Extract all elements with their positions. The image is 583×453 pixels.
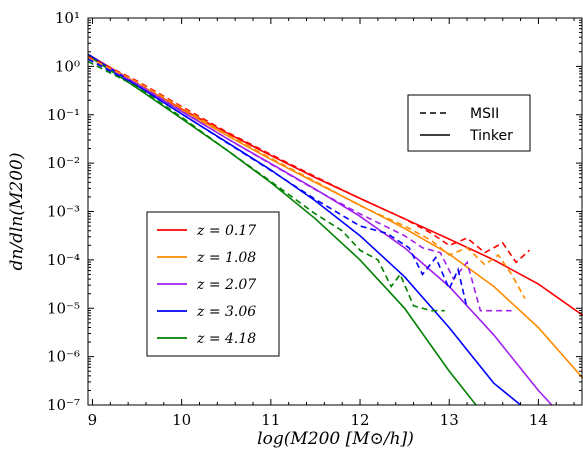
x-tick-label: 12	[350, 411, 369, 429]
redshift-legend-label: z = 2.07	[196, 277, 256, 293]
style-legend: MSII Tinker	[407, 94, 531, 152]
tinker-curve-2	[88, 53, 553, 405]
x-tick-label: 13	[440, 411, 459, 429]
y-tick-label: 10⁰	[55, 57, 80, 75]
y-tick-label: 10⁻¹	[47, 106, 80, 124]
redshift-legend-label: z = 0.17	[196, 223, 256, 239]
msii-curve-8	[88, 58, 468, 309]
msii-curve-6	[88, 56, 526, 299]
msii-curve-7	[88, 58, 512, 312]
ticks-layer: 9 10 11 12 13 14 10⁻⁷ 10⁻⁶ 10⁻⁵ 10⁻⁴ 10⁻³ 10⁻² 10⁻¹ 1…	[47, 9, 582, 429]
y-tick-label: 10⁻⁵	[47, 299, 80, 317]
y-tick-label: 10¹	[55, 9, 80, 27]
style-legend-label: MSII	[470, 106, 499, 122]
style-legend-box	[407, 94, 531, 152]
y-tick-label: 10⁻²	[47, 154, 80, 172]
y-tick-label: 10⁻⁷	[47, 396, 80, 414]
x-tick-label: 9	[88, 411, 98, 429]
redshift-legend-label: z = 3.06	[196, 304, 256, 320]
msii-curve-9	[88, 60, 445, 312]
y-tick-label: 10⁻³	[47, 203, 80, 221]
y-tick-label: 10⁻⁶	[47, 348, 80, 366]
series-layer	[88, 53, 583, 405]
y-tick-label: 10⁻⁴	[47, 251, 80, 269]
x-tick-label: 11	[261, 411, 280, 429]
y-axis-label: dn/dln(M200)	[7, 153, 27, 271]
tinker-curve-4	[88, 55, 477, 405]
x-axis-label: log(M200 [M⊙/h])	[257, 429, 414, 449]
style-legend-label: Tinker	[469, 128, 513, 144]
redshift-legend: z = 0.17 z = 1.08 z = 2.07 z = 3.06 z = 4.18	[146, 211, 280, 357]
x-tick-label: 14	[529, 411, 548, 429]
x-tick-label: 10	[172, 411, 191, 429]
redshift-legend-label: z = 1.08	[196, 250, 256, 266]
msii-curve-5	[88, 55, 531, 264]
redshift-legend-label: z = 4.18	[196, 331, 256, 347]
